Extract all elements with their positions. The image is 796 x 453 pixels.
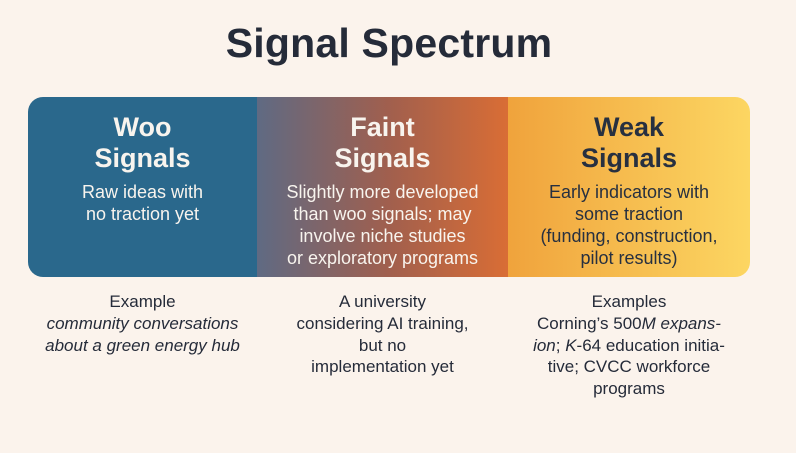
example-weak-line2-italic: M expans- (641, 313, 721, 333)
example-weak-line2: Corning’s 500M expans- (508, 313, 750, 335)
example-woo-body: community conversations about a green en… (45, 313, 240, 355)
panel-faint-signals: Faint Signals Slightly more developed th… (257, 97, 508, 277)
signal-spectrum-bar: Woo Signals Raw ideas with no traction y… (28, 97, 750, 277)
example-woo: Example community conversations about a … (28, 291, 257, 356)
panel-weak-description: Early indicators with some traction (fun… (540, 182, 718, 268)
example-weak-line3-italic2: K (565, 335, 577, 355)
example-weak-line3-regular2: -64 education initia- (576, 335, 725, 355)
panel-woo-description: Raw ideas with no traction yet (81, 182, 204, 224)
panel-weak-signals: Weak Signals Early indicators with some … (508, 97, 750, 277)
example-weak-line4: tive; CVCC workforce (547, 357, 711, 377)
panel-faint-title: Faint Signals (334, 112, 431, 173)
panel-weak-title: Weak Signals (580, 112, 678, 173)
panel-woo-title: Woo Signals (94, 112, 191, 173)
example-weak-line3-regular1: ; (555, 335, 566, 355)
page-title: Signal Spectrum (225, 20, 553, 66)
example-faint-body: A university considering AI training, bu… (296, 292, 469, 377)
example-faint: A university considering AI training, bu… (257, 291, 508, 378)
panel-faint-description: Slightly more developed than woo signals… (286, 182, 479, 268)
example-weak-line3: ion; K-64 education initia- (508, 335, 750, 357)
panel-woo-signals: Woo Signals Raw ideas with no traction y… (28, 97, 257, 277)
example-weak-line2-regular: Corning’s 500 (537, 313, 642, 333)
example-weak-heading: Examples (591, 292, 667, 311)
example-woo-heading: Example (109, 292, 176, 311)
example-weak-line5: programs (593, 379, 665, 398)
example-weak: Examples Corning’s 500M expans- ion; K-6… (508, 291, 750, 400)
example-weak-line3-italic1: ion (533, 335, 556, 355)
examples-row: Example community conversations about a … (28, 291, 750, 400)
